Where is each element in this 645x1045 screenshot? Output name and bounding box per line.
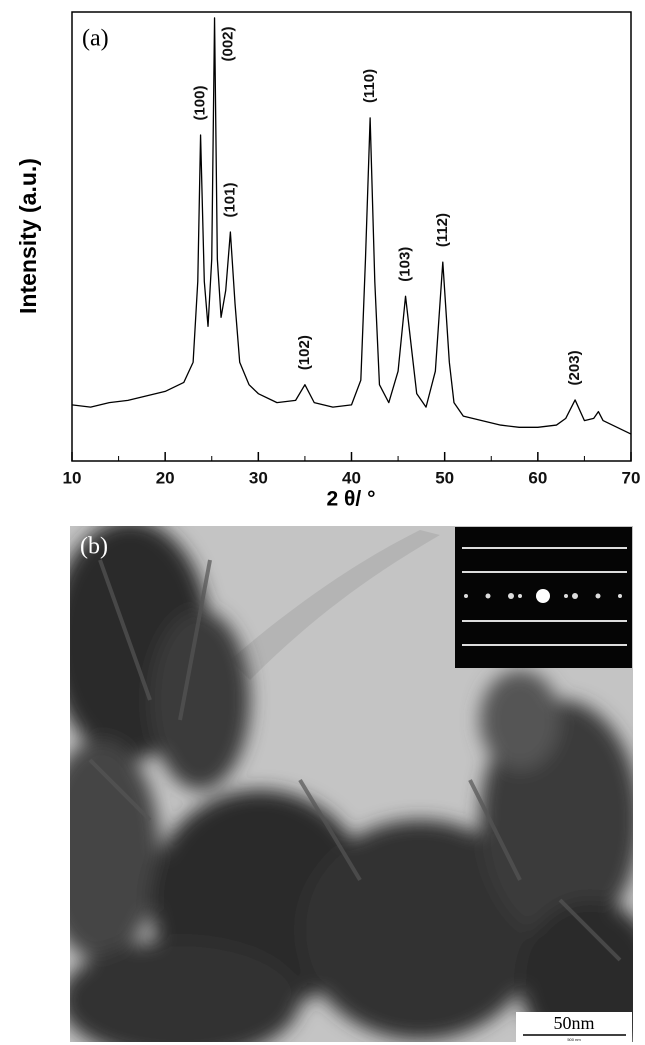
panel-label: (a) [82,26,109,52]
tem-image [70,526,633,1042]
x-tick-label: 10 [63,468,82,487]
diffraction-spots [462,547,627,646]
scale-bar-label: 50nm [553,1013,594,1033]
peak-label: (100) [192,86,209,121]
scale-bar-box [516,1012,632,1043]
peak-label: (103) [397,247,414,282]
peak-label: (203) [566,350,583,385]
y-axis-label: Intensity (a.u.) [15,158,41,314]
peak-label: (102) [296,335,313,370]
xrd-line [71,17,632,435]
panel-label: (b) [80,534,108,560]
x-tick-label: 30 [249,468,268,487]
peak-label: (101) [221,182,238,217]
x-tick-label: 20 [156,468,175,487]
peak-label: (002) [220,26,237,61]
x-axis-label: 2 θ/ ° [327,488,376,511]
x-tick-label: 60 [528,468,547,487]
x-tick-label: 50 [435,468,454,487]
x-tick-label: 40 [342,468,361,487]
peak-label: (112) [434,213,451,247]
peak-label: (110) [361,69,378,103]
x-tick-label: 70 [622,468,641,487]
scale-bar-small-label: 500 nm [567,1037,581,1042]
